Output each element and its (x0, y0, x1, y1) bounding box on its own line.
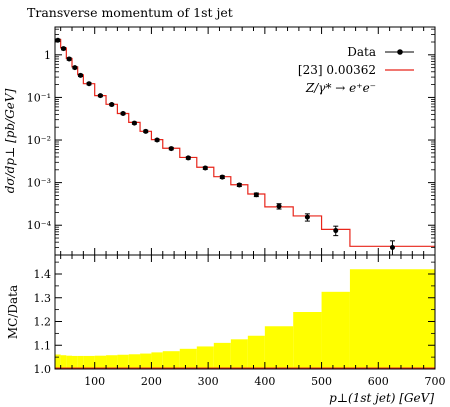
data-point (109, 102, 115, 108)
data-point (143, 128, 149, 134)
legend-data-label: Data (347, 45, 376, 59)
legend-mc-label: [23] 0.00362 (298, 63, 376, 77)
ratio-band-bin (72, 355, 78, 369)
mc-histogram-line (55, 38, 435, 247)
ratio-y-tick-label: 1.0 (34, 363, 52, 376)
main-y-tick-label: 10⁻³ (27, 177, 51, 190)
ratio-band-bin (321, 291, 350, 369)
data-point (236, 182, 242, 188)
x-tick-label: 500 (311, 375, 332, 388)
chart-title: Transverse momentum of 1st jet (27, 5, 233, 20)
data-point (97, 93, 103, 99)
x-tick-label: 300 (198, 375, 219, 388)
ratio-band-bin (55, 354, 61, 369)
data-point (185, 155, 191, 161)
data-point (389, 244, 395, 250)
ratio-band-bin (140, 353, 152, 369)
ratio-band-bin (94, 355, 107, 369)
ratio-frame (54, 254, 436, 370)
ratio-panel: 1.0 1.1 1.2 1.3 1.4 100 200 300 400 500 600 700 MC… (6, 254, 446, 405)
ratio-y-ticks: 1.0 1.1 1.2 1.3 1.4 (34, 261, 435, 376)
data-point (168, 146, 174, 152)
ratio-band-bin (213, 342, 231, 369)
data-point (219, 174, 225, 180)
ratio-band-bin (247, 335, 265, 369)
x-tick-label: 700 (425, 375, 446, 388)
data-point (276, 203, 282, 209)
main-y-ticks: 10⁻⁴ 10⁻³ 10⁻² 10⁻¹ 1 (27, 28, 435, 256)
data-point (333, 228, 339, 234)
data-point (55, 37, 61, 43)
x-axis-label: p⊥(1st jet) [GeV] (329, 391, 434, 405)
data-point (66, 56, 72, 62)
main-frame (54, 26, 436, 256)
ratio-y-tick-label: 1.3 (34, 292, 52, 305)
ratio-band-bin (162, 351, 180, 369)
data-point (202, 165, 208, 171)
data-point (72, 65, 78, 71)
ratio-band-bin (179, 348, 197, 369)
data-points (55, 37, 395, 256)
x-tick-label: 100 (84, 375, 105, 388)
ratio-y-tick-label: 1.1 (34, 339, 52, 352)
data-point (78, 72, 84, 78)
legend-process-label: Z/γ* → e⁺e⁻ (305, 81, 376, 95)
data-point (86, 81, 92, 87)
main-y-tick-label: 10⁻⁴ (27, 219, 52, 232)
main-y-axis-label: dσ/dp⊥ [pb/GeV] (3, 88, 17, 193)
ratio-band-bin (106, 355, 118, 369)
ratio-band-bin (293, 312, 322, 369)
ratio-y-tick-label: 1.2 (34, 316, 52, 329)
ratio-y-axis-label: MC/Data (6, 285, 20, 339)
ratio-band-bin (66, 355, 73, 369)
data-point (131, 120, 137, 126)
ratio-x-ticks: 100 200 300 400 500 600 700 (60, 255, 446, 388)
x-tick-label: 600 (368, 375, 389, 388)
ratio-band-bin (196, 346, 214, 369)
ratio-band-bin (128, 354, 141, 369)
x-tick-label: 200 (141, 375, 162, 388)
data-point (120, 110, 126, 116)
ratio-band-bin (83, 355, 95, 369)
ratio-band-bin (230, 339, 248, 369)
ratio-band-bin (264, 326, 294, 369)
ratio-band-bin (151, 352, 163, 369)
main-y-tick-label: 1 (44, 49, 51, 62)
main-y-tick-label: 10⁻¹ (27, 91, 51, 104)
main-panel: 10⁻⁴ 10⁻³ 10⁻² 10⁻¹ 1 dσ/dp⊥ [pb/GeV] Data [… (3, 26, 436, 256)
data-point (304, 214, 310, 220)
ratio-band-bin (349, 269, 435, 369)
ratio-band-bin (117, 354, 129, 369)
data-point (253, 192, 259, 198)
legend: Data [23] 0.00362 Z/γ* → e⁺e⁻ (298, 45, 414, 95)
data-point (61, 46, 67, 52)
ratio-band (55, 269, 435, 369)
ratio-band-bin (77, 355, 84, 369)
ratio-band-bin (60, 355, 67, 369)
legend-data-marker (397, 49, 403, 55)
data-point (154, 137, 160, 143)
main-x-ticks (60, 27, 436, 255)
x-tick-label: 400 (254, 375, 275, 388)
ratio-y-tick-label: 1.4 (34, 268, 52, 281)
main-y-tick-label: 10⁻² (27, 134, 51, 147)
